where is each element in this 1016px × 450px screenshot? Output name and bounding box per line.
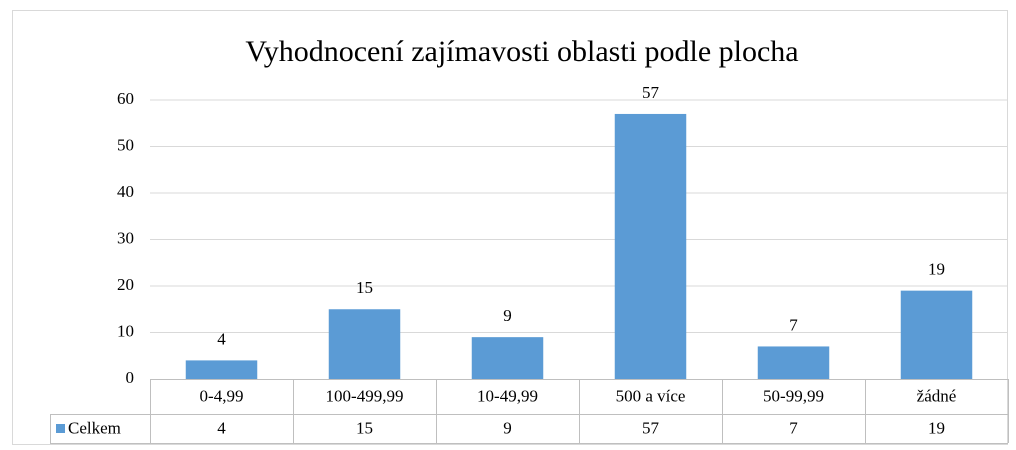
table-value: 7: [789, 418, 798, 437]
table-value: 57: [642, 418, 660, 437]
data-label: 7: [789, 315, 798, 334]
table-value: 19: [928, 418, 945, 437]
y-tick-label: 60: [117, 89, 134, 108]
chart-title: Vyhodnocení zajímavosti oblasti podle pl…: [245, 35, 798, 68]
data-label: 57: [642, 83, 660, 102]
bar: [900, 290, 973, 379]
y-tick-label: 30: [117, 228, 134, 247]
data-label: 9: [503, 306, 512, 325]
y-tick-label: 10: [117, 321, 134, 340]
table-value: 4: [217, 418, 226, 437]
bar: [614, 113, 687, 379]
bar: [185, 360, 258, 379]
data-label: 4: [217, 329, 226, 348]
bar: [471, 337, 544, 379]
table-value: 9: [503, 418, 512, 437]
y-tick-label: 50: [117, 135, 134, 154]
x-tick-label: 500 a více: [616, 386, 686, 405]
x-tick-label: 50-99,99: [763, 386, 824, 405]
table-value: 15: [356, 418, 373, 437]
bar: [328, 309, 401, 379]
y-tick-label: 40: [117, 182, 134, 201]
x-tick-label: žádné: [917, 386, 957, 405]
y-tick-label: 0: [126, 368, 135, 387]
data-label: 19: [928, 260, 945, 279]
legend-label: Celkem: [68, 418, 121, 437]
legend-swatch: [56, 424, 65, 433]
bar: [757, 346, 830, 379]
x-tick-label: 0-4,99: [200, 386, 244, 405]
x-tick-label: 10-49,99: [477, 386, 538, 405]
data-label: 15: [356, 278, 373, 297]
x-tick-label: 100-499,99: [326, 386, 404, 405]
y-tick-label: 20: [117, 275, 134, 294]
